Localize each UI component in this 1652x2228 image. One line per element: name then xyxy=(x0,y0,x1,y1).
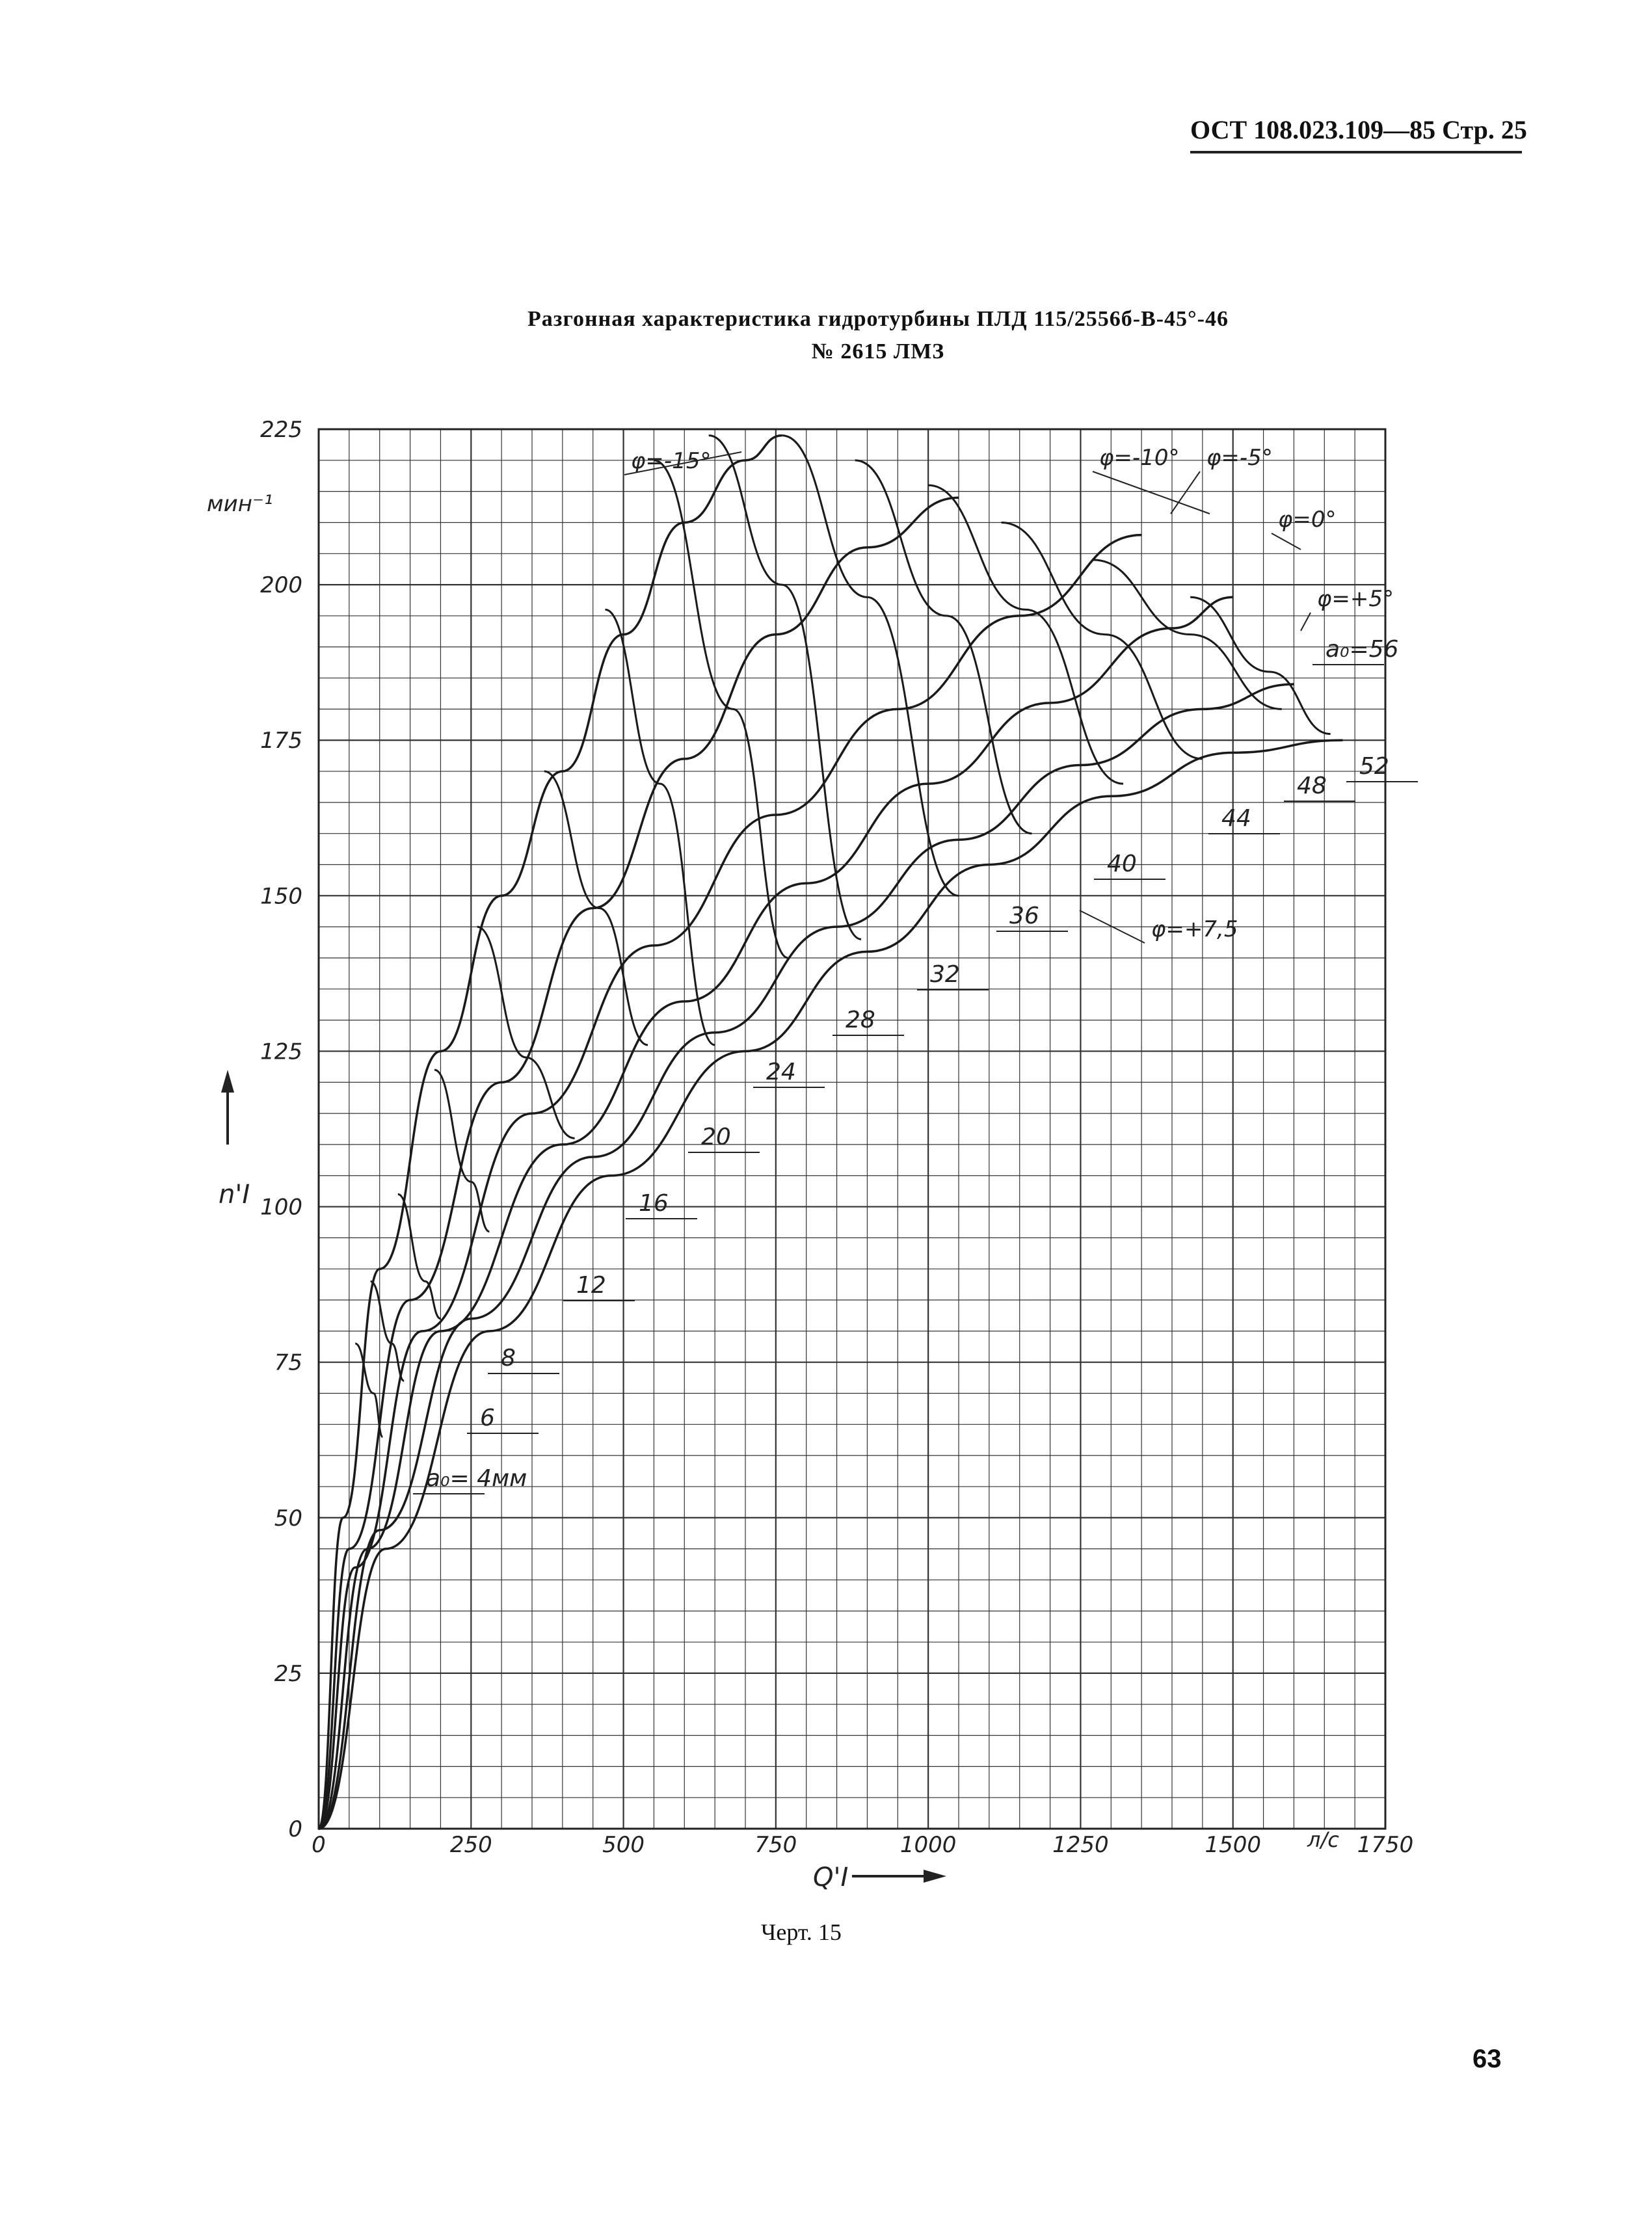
y-tick-label: 125 xyxy=(260,1039,302,1065)
x-tick-label: 1750 xyxy=(1357,1832,1414,1858)
a0-curve xyxy=(477,925,575,1139)
a0-curve xyxy=(782,434,959,897)
label-leader xyxy=(624,451,742,475)
a0-label: 6 xyxy=(480,1405,495,1431)
plot-border xyxy=(317,428,1387,1830)
phi-label: φ=+5° xyxy=(1317,586,1394,612)
y-tick-label: 25 xyxy=(274,1661,302,1687)
a0-label: 28 xyxy=(846,1007,875,1033)
phi-curve xyxy=(318,533,1142,1830)
a0-label: 24 xyxy=(766,1059,796,1085)
figure-caption: Черт. 15 xyxy=(761,1919,842,1945)
y-tick-label: 0 xyxy=(288,1816,302,1842)
a0-label: 20 xyxy=(701,1124,731,1150)
phi-label: φ=0° xyxy=(1278,507,1337,533)
a0-label: 32 xyxy=(930,961,960,988)
phi-label: φ=-10° xyxy=(1099,445,1179,471)
page-number: 63 xyxy=(1472,2045,1502,2073)
a0-curve xyxy=(1190,596,1331,736)
a0-curve xyxy=(654,459,789,959)
a0-label: a₀=56 xyxy=(1326,636,1398,663)
label-leader xyxy=(1092,471,1210,514)
x-tick-label: 1500 xyxy=(1205,1832,1261,1858)
chart-frame xyxy=(317,428,1387,1830)
chart-grid xyxy=(317,428,1387,1830)
phi-curve xyxy=(317,496,959,1830)
a0-label: 52 xyxy=(1359,753,1389,780)
a0-curve xyxy=(605,608,715,1046)
a0-curve xyxy=(1093,559,1282,710)
a0-label: 48 xyxy=(1297,773,1327,799)
label-leader xyxy=(1170,471,1201,514)
a0-curve xyxy=(708,434,862,940)
a0-label: 8 xyxy=(501,1345,516,1372)
x-axis-arrowhead xyxy=(924,1870,946,1883)
document-header: ОСТ 108.023.109—85 Стр. 25 xyxy=(1190,115,1527,144)
y-tick-label: 175 xyxy=(260,728,302,754)
a0-curve xyxy=(928,484,1124,785)
a0-label: a₀= 4мм xyxy=(426,1465,527,1492)
x-tick-label: 500 xyxy=(602,1832,645,1858)
a0-curve xyxy=(434,1068,490,1233)
y-tick-label: 100 xyxy=(260,1195,302,1221)
label-leader xyxy=(1271,533,1301,550)
y-tick-label: 150 xyxy=(260,883,302,909)
x-tick-label: 1000 xyxy=(900,1832,957,1858)
phi-curve xyxy=(317,434,782,1830)
a0-label: 36 xyxy=(1009,903,1039,929)
phi-curve xyxy=(318,596,1233,1830)
x-tick-label: 1250 xyxy=(1052,1832,1109,1858)
phi-label: φ=-15° xyxy=(631,448,711,474)
a0-curve xyxy=(1001,521,1203,760)
x-unit-label: л/с xyxy=(1307,1827,1339,1852)
label-leader xyxy=(1079,910,1145,944)
a0-curve xyxy=(855,459,1032,835)
a0-label: 40 xyxy=(1107,851,1137,877)
a0-curve xyxy=(397,1193,442,1320)
y-unit-label: мин⁻¹ xyxy=(207,491,273,517)
curve-labels: φ=-15° φ=-10° φ=-5° φ=0° φ=+5° φ=+7,5 a₀= 4мм 6… xyxy=(413,445,1418,1494)
chart-title-line-2: № 2615 ЛМЗ xyxy=(811,339,945,364)
phi-label: φ=-5° xyxy=(1206,445,1273,471)
phi-curve xyxy=(318,739,1343,1830)
y-tick-label: 75 xyxy=(274,1350,302,1376)
phi-curve xyxy=(318,683,1294,1830)
y-axis-label: n'I xyxy=(219,1180,250,1210)
y-tick-label: 225 xyxy=(260,417,302,443)
x-axis-label: Q'I xyxy=(813,1863,848,1892)
phi-label: φ=+7,5 xyxy=(1151,916,1238,942)
x-tick-label: 750 xyxy=(754,1832,797,1858)
chart-title-line-1: Разгонная характеристика гидротурбины ПЛ… xyxy=(527,307,1229,331)
y-axis-arrowhead xyxy=(221,1070,234,1093)
y-tick-label: 50 xyxy=(274,1505,302,1532)
label-leader xyxy=(1300,612,1311,631)
y-tick-label: 200 xyxy=(260,572,302,598)
axis-ticks: 0 250 500 750 1000 1250 1500 1750 0 25 50 75 100 125 1… xyxy=(260,417,1413,1858)
phi-curves xyxy=(317,434,1343,1830)
a0-curves xyxy=(354,434,1331,1438)
x-tick-label: 0 xyxy=(312,1832,326,1858)
a0-label: 12 xyxy=(576,1272,606,1299)
a0-label: 16 xyxy=(639,1190,669,1217)
x-tick-label: 250 xyxy=(450,1832,492,1858)
a0-label: 44 xyxy=(1221,805,1251,832)
header-underline xyxy=(1190,151,1522,153)
